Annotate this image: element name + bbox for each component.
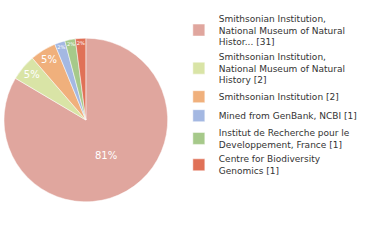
svg-text:Smithsonian Institution,Nation: Smithsonian Institution,National Museum … <box>219 14 345 47</box>
svg-text:Smithsonian Institution,Nation: Smithsonian Institution,National Museum … <box>219 52 345 85</box>
svg-text:81%: 81% <box>95 150 117 161</box>
svg-text:2%: 2% <box>57 44 65 50</box>
svg-text:2%: 2% <box>67 41 75 47</box>
svg-text:Smithsonian Institution [2]: Smithsonian Institution [2] <box>219 92 339 102</box>
svg-text:Centre for BiodiversityGenomic: Centre for BiodiversityGenomics [1] <box>219 154 321 176</box>
svg-text:Mined from GenBank, NCBI [1]: Mined from GenBank, NCBI [1] <box>219 111 357 121</box>
svg-text:5%: 5% <box>41 54 57 65</box>
svg-text:5%: 5% <box>24 69 40 80</box>
svg-text:2%: 2% <box>77 40 85 46</box>
svg-text:Institut de Recherche pour leD: Institut de Recherche pour leDeveloppeme… <box>219 128 350 150</box>
